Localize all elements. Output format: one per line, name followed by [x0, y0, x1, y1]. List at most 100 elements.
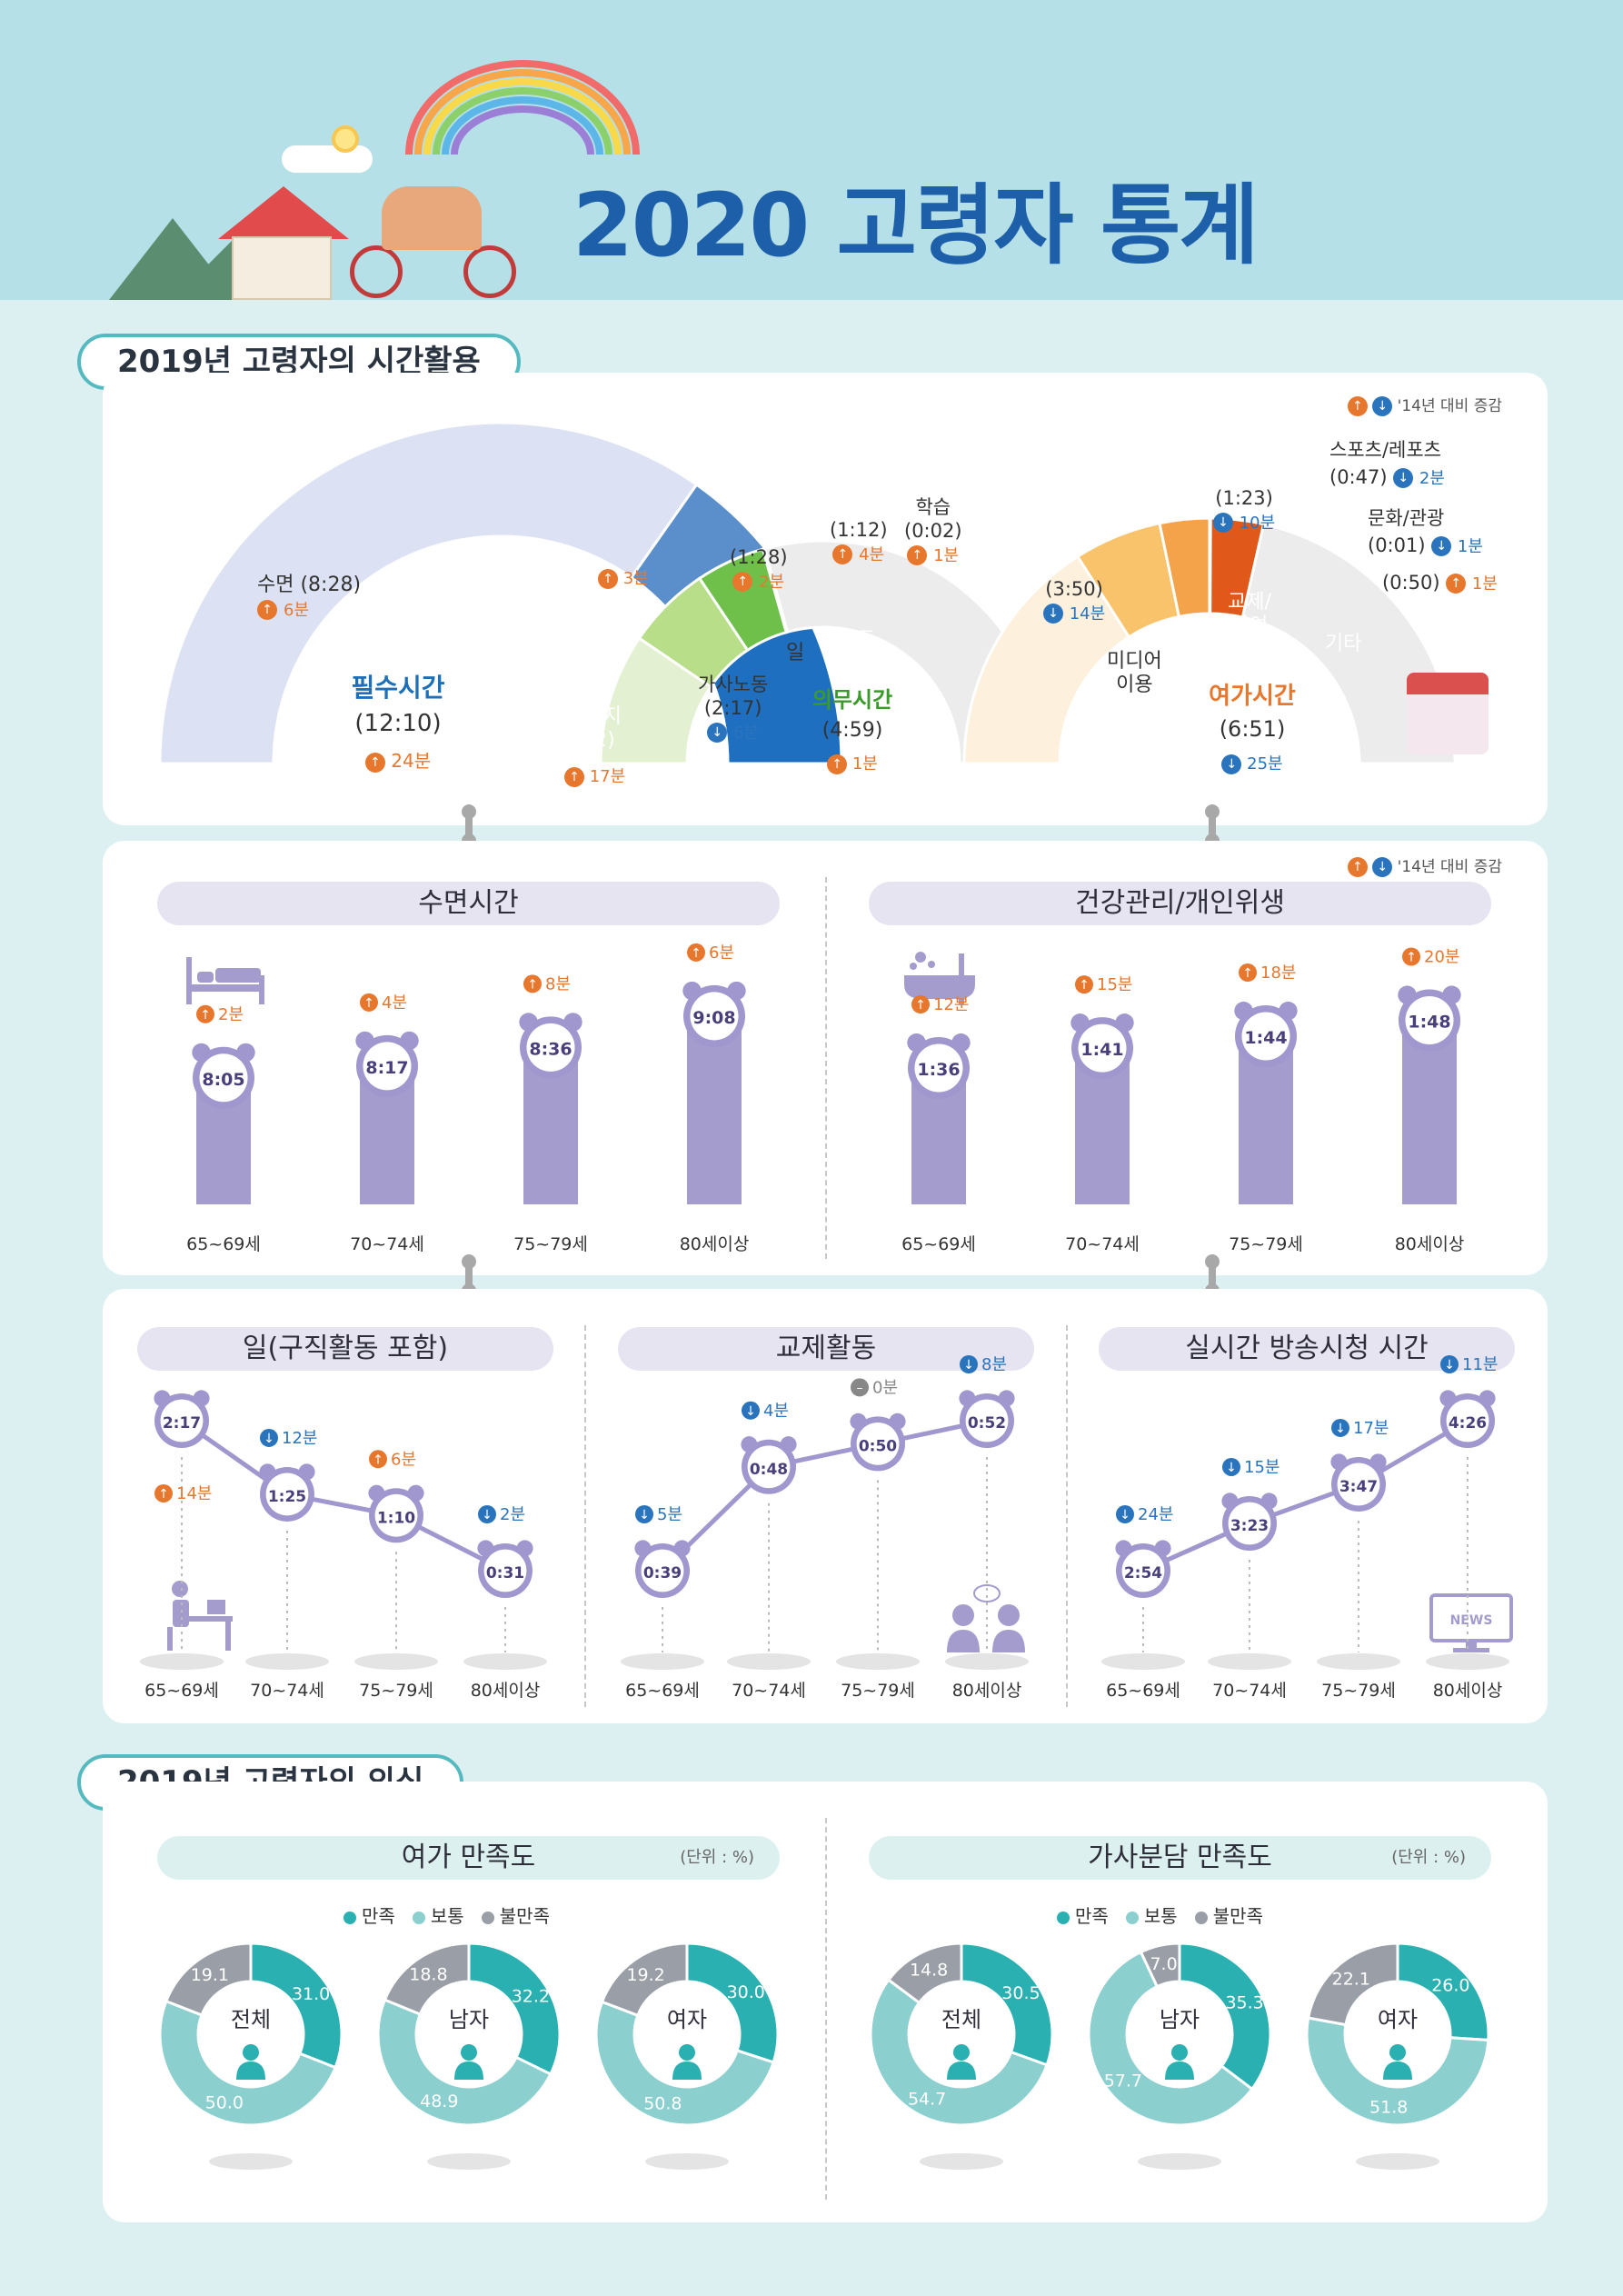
donut-6-2-value-1: 51.8: [1369, 2097, 1408, 2117]
bar-category-1-1: 70~74세: [1065, 1234, 1140, 1254]
bar-clock-1-1-face: [1078, 1023, 1127, 1073]
line-change-icon-4-3: [1440, 1355, 1459, 1373]
line-change-icon-4-2-glyph: ↓: [1335, 1422, 1346, 1436]
person-icon: [953, 2044, 970, 2061]
donut-6-1-slice-1: [1087, 1950, 1254, 2127]
line-category-4-0: 65~69세: [1106, 1681, 1180, 1701]
line-clock-2-0-label: 2:17: [163, 1414, 201, 1433]
arc-required-other-label: 기타 개인유지 (1:42): [548, 682, 622, 752]
line-change-2-1: 12분: [282, 1429, 317, 1448]
donut-5-1-slice-2: [383, 1942, 471, 2016]
bar-clock-1-3-label: 1:48: [1408, 1013, 1450, 1033]
donut-6-0-name: 전체: [941, 2007, 981, 2032]
sun-icon: [332, 125, 359, 153]
arc-le-social-label: 교제/참여: [1228, 591, 1271, 637]
line-clock-4-3-label: 4:26: [1449, 1414, 1487, 1433]
donut-6-1-value-0: 35.3: [1225, 1992, 1263, 2012]
news-tv-icon: NEWS: [1429, 1593, 1513, 1652]
bar-change-icon-1-2-glyph: ↑: [1242, 966, 1253, 981]
donut-5-2-slice-0: [685, 1942, 780, 2064]
line-change-icon-4-1: [1222, 1457, 1240, 1476]
legend-note: ↑ ↓ '14년 대비 증감: [1347, 854, 1502, 877]
line-change-2-2: 6분: [391, 1450, 416, 1469]
line-base-4-0: [1101, 1653, 1185, 1670]
bar-clock-0-0-label: 8:05: [202, 1070, 244, 1090]
arc-le-social-time: (1:23) ↓ 10분: [1213, 486, 1275, 535]
arc-ob-house-label: 가사노동 (2:17) ↓ 6분: [698, 674, 769, 743]
line-base-2-2: [354, 1653, 438, 1670]
line-change-2-3: 2분: [500, 1505, 525, 1524]
page-title: 2020 고령자 통계: [573, 175, 1260, 276]
arc-required-other-change: ↑ 17분: [564, 764, 625, 787]
line-base-2-1: [245, 1653, 329, 1670]
line-change-3-3: 8분: [981, 1355, 1007, 1374]
rainbow-icon: [405, 60, 640, 155]
grandparents-house-icon: [1407, 673, 1489, 754]
line-3: [661, 1418, 988, 1572]
line-category-4-2: 75~79세: [1321, 1681, 1396, 1701]
bar-clock-0-2-face: [526, 1023, 575, 1072]
arc-ob-center: 의무시간 (4:59) ↑ 1분: [812, 687, 893, 774]
house-legend: 만족 보통 불만족: [1057, 1902, 1263, 1928]
donut-shadow-6-0: [920, 2153, 1003, 2170]
bar-change-0-0: 2분: [218, 1005, 244, 1024]
bar-change-icon-1-1: [1075, 975, 1093, 994]
line-change-3-2: 0분: [872, 1378, 898, 1397]
bar-change-icon-0-3-glyph: ↑: [691, 946, 702, 961]
donut-6-0-value-2: 14.8: [910, 1960, 948, 1980]
donut-6-0-slice-2: [886, 1942, 963, 2005]
line-base-4-2: [1317, 1653, 1400, 1670]
arc-le-etc: (0:50) ↑ 1분: [1382, 572, 1498, 594]
bar-change-icon-1-2: [1239, 963, 1257, 982]
donut-6-0-value-1: 54.7: [908, 2089, 946, 2109]
line-clock-4-0-label: 2:54: [1124, 1564, 1162, 1582]
line-change-icon-2-0: [154, 1484, 173, 1502]
line-change-icon-3-0: [635, 1505, 653, 1523]
arc-le-culture: 문화/관광 (0:01) ↓ 1분: [1368, 507, 1483, 556]
donut-5-2-value-2: 19.2: [626, 1965, 664, 1985]
person-icon: [243, 2044, 259, 2061]
line-clock-3-1-label: 0:48: [750, 1461, 788, 1479]
bar-change-icon-0-0-glyph: ↑: [200, 1008, 211, 1023]
line-change-icon-3-1: [742, 1401, 760, 1420]
line-clock-2-3-label: 0:31: [486, 1564, 524, 1582]
line-base-3-2: [836, 1653, 920, 1670]
line-change-icon-2-1: [260, 1428, 278, 1447]
donut-5-1-value-2: 18.8: [409, 1965, 447, 1985]
bathtub-icon: [904, 952, 975, 1004]
arc-le-sports: 스포츠/레포츠 (0:47) ↓ 2분: [1329, 439, 1445, 488]
donut-6-2-name: 여자: [1378, 2007, 1418, 2032]
line-clock-4-2-label: 3:47: [1339, 1478, 1378, 1496]
bar-clock-1-3-face: [1405, 995, 1454, 1045]
person-icon: [461, 2044, 477, 2061]
donut-6-1-name: 남자: [1160, 2007, 1200, 2032]
line-category-3-0: 65~69세: [625, 1681, 700, 1701]
house-icon: [232, 236, 332, 300]
donut-6-0-value-0: 30.5: [1001, 1983, 1040, 2003]
bar-change-icon-0-1: [360, 993, 378, 1012]
donut-5-2-value-0: 30.0: [727, 1982, 765, 2002]
line-4: [1141, 1418, 1469, 1573]
donut-5-2-value-1: 50.8: [643, 2093, 682, 2113]
donut-6-2-value-0: 26.0: [1431, 1975, 1469, 1995]
bar-category-1-3: 80세이상: [1395, 1234, 1465, 1254]
donut-5-0-value-1: 50.0: [205, 2092, 244, 2112]
bar-clock-1-0-face: [914, 1043, 963, 1093]
bar-change-1-2: 18분: [1260, 963, 1296, 983]
donut-6-1-value-1: 57.7: [1104, 2071, 1142, 2091]
arc-required-center: 필수시간 (12:10) ↑ 24분: [351, 673, 445, 773]
line-change-4-2: 17분: [1353, 1419, 1389, 1438]
line-change-icon-2-2: [369, 1450, 387, 1469]
donut-5-2-slice-2: [600, 1942, 689, 2018]
line-clock-3-3-face: [965, 1399, 1009, 1442]
bar-category-0-0: 65~69세: [186, 1234, 261, 1254]
line-change-icon-2-3: [478, 1505, 496, 1523]
donut-5-1-slice-0: [467, 1942, 562, 2076]
line-change-icon-2-3-glyph: ↓: [482, 1508, 493, 1522]
arc-le-center: 여가시간 (6:51) ↓ 25분: [1209, 683, 1296, 774]
donut-shadow-5-0: [209, 2153, 293, 2170]
arc-required-meal-label: 식사/간식 (2:01): [503, 616, 583, 663]
health-title: 건강관리/개인위생: [869, 882, 1491, 925]
arc-le-media-label: 미디어 이용: [1107, 650, 1162, 696]
donut-6-0-slice-1: [869, 1978, 1050, 2127]
